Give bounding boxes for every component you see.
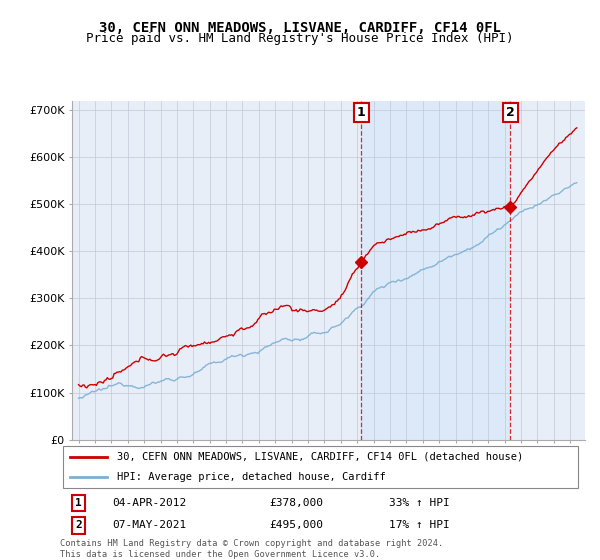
Bar — [361, 101, 511, 440]
Text: HPI: Average price, detached house, Cardiff: HPI: Average price, detached house, Card… — [118, 472, 386, 482]
Text: 07-MAY-2021: 07-MAY-2021 — [112, 520, 187, 530]
Text: 04-APR-2012: 04-APR-2012 — [112, 498, 187, 508]
Text: £495,000: £495,000 — [269, 520, 323, 530]
Text: 1: 1 — [75, 498, 82, 508]
Text: Contains HM Land Registry data © Crown copyright and database right 2024.
This d: Contains HM Land Registry data © Crown c… — [60, 539, 443, 559]
Text: 1: 1 — [357, 106, 365, 119]
Text: 30, CEFN ONN MEADOWS, LISVANE, CARDIFF, CF14 0FL: 30, CEFN ONN MEADOWS, LISVANE, CARDIFF, … — [99, 21, 501, 35]
Text: 2: 2 — [506, 106, 515, 119]
Text: £378,000: £378,000 — [269, 498, 323, 508]
Text: 33% ↑ HPI: 33% ↑ HPI — [389, 498, 449, 508]
Text: 17% ↑ HPI: 17% ↑ HPI — [389, 520, 449, 530]
Text: 30, CEFN ONN MEADOWS, LISVANE, CARDIFF, CF14 0FL (detached house): 30, CEFN ONN MEADOWS, LISVANE, CARDIFF, … — [118, 452, 524, 462]
Text: 2: 2 — [75, 520, 82, 530]
FancyBboxPatch shape — [62, 446, 578, 488]
Text: Price paid vs. HM Land Registry's House Price Index (HPI): Price paid vs. HM Land Registry's House … — [86, 32, 514, 45]
